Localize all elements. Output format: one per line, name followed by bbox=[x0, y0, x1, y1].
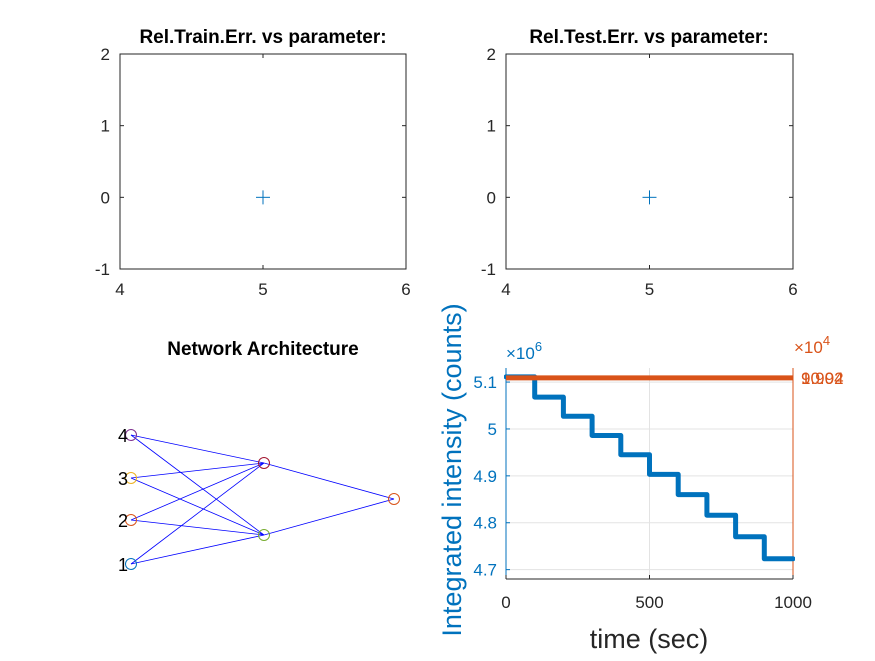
hidden-node bbox=[258, 529, 270, 541]
intensity-x-tick-label: 0 bbox=[501, 593, 510, 612]
train-y-tick-label: 1 bbox=[101, 117, 110, 136]
intensity-plot: 4.7 4.8 4.9 5 5.1 0 500 1000 bbox=[473, 368, 812, 612]
test-data-point bbox=[642, 190, 657, 205]
intensity-right-tick-label: 10.04 bbox=[801, 369, 844, 388]
train-x-tick-label: 6 bbox=[401, 280, 410, 299]
network-edge bbox=[130, 477, 265, 536]
network-edge bbox=[130, 434, 265, 464]
test-plot-title: Rel.Test.Err. vs parameter: bbox=[529, 27, 768, 48]
train-axes-box bbox=[119, 53, 407, 270]
intensity-y-axis-label: Integrated intensity (counts) bbox=[437, 303, 467, 636]
intensity-right-tick-label-2: 9.992 bbox=[801, 369, 844, 388]
intensity-right-exponent: ×104 bbox=[794, 333, 830, 357]
test-axes-box bbox=[505, 53, 794, 270]
network-diagram: 1 2 3 4 bbox=[118, 426, 400, 575]
network-edge bbox=[130, 462, 265, 479]
train-y-tick-label: 0 bbox=[101, 188, 110, 207]
intensity-y-tick-label: 4.7 bbox=[473, 561, 497, 580]
input-node-label: 3 bbox=[118, 469, 128, 489]
input-node-label: 4 bbox=[118, 426, 128, 446]
intensity-x-tick-label: 500 bbox=[635, 593, 663, 612]
network-title: Network Architecture bbox=[167, 339, 358, 360]
intensity-x-axis-label: time (sec) bbox=[590, 624, 709, 654]
intensity-y-tick-label: 5.1 bbox=[473, 373, 497, 392]
intensity-y-tick-label: 4.9 bbox=[473, 467, 497, 486]
network-edge bbox=[130, 519, 265, 536]
test-x-tick-label: 4 bbox=[501, 280, 510, 299]
network-edge bbox=[263, 462, 395, 500]
test-y-tick-label: 2 bbox=[487, 45, 496, 64]
input-node bbox=[125, 558, 137, 570]
train-error-plot: 4 5 6 -1 0 1 2 bbox=[95, 45, 411, 299]
intensity-series-group bbox=[504, 374, 795, 562]
train-data-point bbox=[256, 190, 270, 205]
test-y-tick-label: 0 bbox=[487, 188, 496, 207]
intensity-y-tick-label: 4.8 bbox=[473, 514, 497, 533]
test-x-tick-label: 5 bbox=[645, 280, 654, 299]
input-node-label: 1 bbox=[118, 555, 128, 575]
output-node bbox=[388, 493, 400, 505]
network-edge bbox=[130, 462, 265, 521]
test-y-tick-label: -1 bbox=[481, 260, 496, 279]
network-edge bbox=[130, 434, 265, 536]
input-node-label: 2 bbox=[118, 511, 128, 531]
input-node bbox=[125, 429, 137, 441]
intensity-y-exponent: ×106 bbox=[506, 339, 542, 363]
input-node bbox=[125, 472, 137, 484]
intensity-blue-series bbox=[504, 374, 795, 562]
intensity-x-tick-label: 1000 bbox=[774, 593, 812, 612]
test-y-tick-label: 1 bbox=[487, 117, 496, 136]
train-plot-title: Rel.Train.Err. vs parameter: bbox=[139, 27, 386, 48]
test-x-tick-label: 6 bbox=[788, 280, 797, 299]
hidden-node bbox=[258, 457, 270, 469]
network-edge bbox=[263, 498, 395, 536]
intensity-y-tick-label: 5 bbox=[488, 420, 497, 439]
train-y-tick-label: -1 bbox=[95, 260, 110, 279]
input-node bbox=[125, 514, 137, 526]
network-edge bbox=[130, 534, 265, 565]
train-y-tick-label: 2 bbox=[101, 45, 110, 64]
network-edge bbox=[130, 462, 265, 565]
train-x-tick-label: 5 bbox=[258, 280, 267, 299]
test-error-plot: 4 5 6 -1 0 1 2 bbox=[481, 45, 798, 299]
train-x-tick-label: 4 bbox=[115, 280, 124, 299]
